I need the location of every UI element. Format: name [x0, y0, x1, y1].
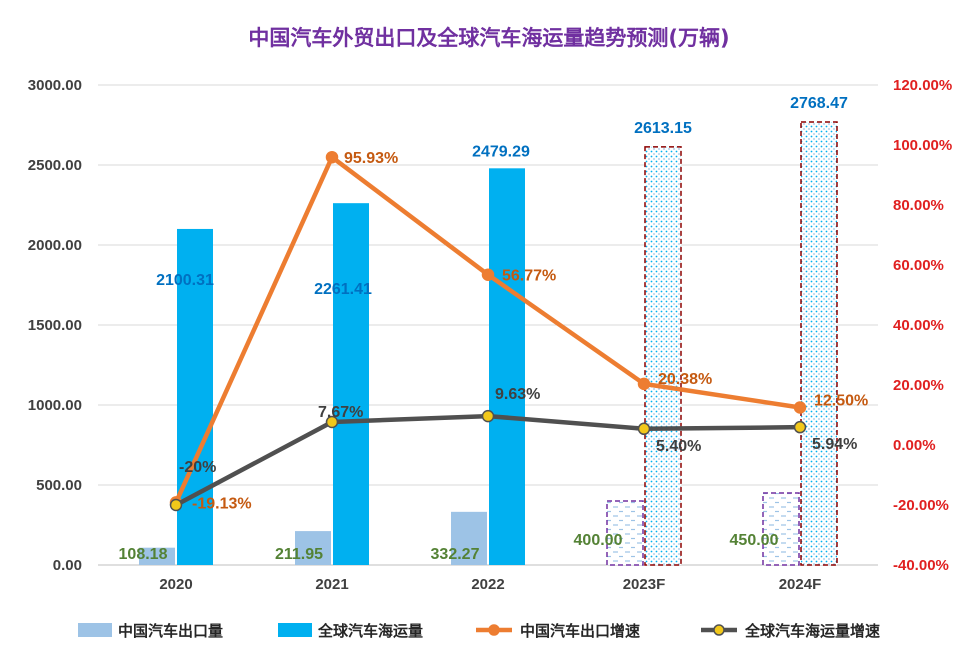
legend-export-volume-swatch [78, 623, 112, 637]
right-axis-ticks: -40.00% -20.00% 0.00% 20.00% 40.00% 60.00% 80.… [893, 77, 952, 574]
category-axis-labels: 2020 2021 2022 2023F 2024F [159, 576, 821, 593]
category-label: 2021 [315, 576, 348, 593]
legend-shipping-growth-marker [713, 624, 725, 636]
shipping-volume-label: 2768.47 [790, 95, 848, 112]
right-axis-tick-label: -40.00% [893, 557, 949, 574]
export-volume-bar [139, 547, 175, 565]
legend-export-growth-marker [488, 624, 500, 636]
legend-shipping-growth: 全球汽车海运量增速 [701, 622, 880, 640]
export-growth-label: 20.38% [658, 371, 712, 388]
export-growth-label: -19.13% [192, 495, 252, 512]
left-axis-tick-label: 1500.00 [28, 317, 82, 334]
legend: 中国汽车出口量 全球汽车海运量 中国汽车出口增速 全球汽车海运量增速 [78, 622, 880, 640]
export-volume-label: 211.95 [275, 546, 323, 563]
shipping-growth-marker [325, 415, 339, 429]
shipping-volume-label: 2100.31 [156, 272, 214, 289]
left-axis-tick-label: 0.00 [53, 557, 82, 574]
export-volume-bar [762, 492, 800, 566]
shipping-growth-label: 7.67% [318, 404, 363, 421]
export-volume-label: 332.27 [431, 546, 480, 563]
left-axis-tick-label: 2000.00 [28, 237, 82, 254]
category-label: 2020 [159, 576, 192, 593]
category-label: 2022 [471, 576, 504, 593]
export-volume-label: 400.00 [574, 532, 623, 549]
right-axis-tick-label: 40.00% [893, 317, 944, 334]
shipping-growth-marker [169, 498, 183, 512]
export-growth-label: 95.93% [344, 150, 398, 167]
export-growth-marker [481, 268, 495, 281]
export-volume-bar [295, 531, 331, 565]
legend-export-growth: 中国汽车出口增速 [476, 622, 640, 640]
export-volume-bar [606, 500, 644, 566]
bars [139, 121, 838, 566]
export-growth-label: 12.50% [814, 393, 868, 410]
left-axis-tick-label: 1000.00 [28, 397, 82, 414]
chart-title: 中国汽车外贸出口及全球汽车海运量趋势预测(万辆) [248, 26, 729, 50]
right-axis-tick-label: 100.00% [893, 137, 952, 154]
export-growth-marker [793, 401, 807, 414]
shipping-volume-bar [800, 121, 838, 566]
category-label: 2024F [779, 576, 822, 593]
right-axis-tick-label: 80.00% [893, 197, 944, 214]
legend-shipping-volume-text: 全球汽车海运量 [317, 622, 423, 640]
gridlines [98, 84, 878, 566]
export-growth-marker [325, 150, 339, 164]
shipping-volume-label: 2261.41 [314, 281, 372, 298]
legend-shipping-volume: 全球汽车海运量 [278, 622, 423, 640]
right-axis-tick-label: 60.00% [893, 257, 944, 274]
left-axis-ticks: 0.00 500.00 1000.00 1500.00 2000.00 2500.00 30… [28, 77, 82, 574]
shipping-growth-line [173, 413, 803, 508]
shipping-volume-bar [333, 203, 369, 566]
right-axis-tick-label: 120.00% [893, 77, 952, 94]
legend-export-volume: 中国汽车出口量 [78, 622, 223, 640]
shipping-volume-bar [177, 228, 213, 566]
right-axis-tick-label: 0.00% [893, 437, 936, 454]
shipping-volume-bar [644, 146, 682, 566]
export-volume-label: 108.18 [119, 546, 168, 563]
shipping-growth-label: 5.40% [656, 438, 701, 455]
export-volume-label: 450.00 [730, 532, 779, 549]
shipping-growth-marker [481, 409, 495, 423]
export-volume-bar [451, 511, 487, 565]
left-axis-tick-label: 500.00 [36, 477, 82, 494]
right-axis-tick-label: -20.00% [893, 497, 949, 514]
shipping-growth-label: 5.94% [812, 436, 857, 453]
shipping-growth-marker [793, 420, 807, 434]
legend-export-growth-text: 中国汽车出口增速 [520, 622, 640, 640]
legend-shipping-volume-swatch [278, 623, 312, 637]
shipping-growth-marker [637, 422, 651, 436]
export-growth-line [173, 154, 803, 505]
right-axis-tick-label: 20.00% [893, 377, 944, 394]
shipping-growth-label: 9.63% [495, 386, 540, 403]
shipping-volume-label: 2613.15 [634, 120, 692, 137]
shipping-growth-label: -20% [179, 459, 216, 476]
data-labels: 108.18 2100.31 211.95 2261.41 332.27 2479.29 4… [119, 95, 869, 563]
category-label: 2023F [623, 576, 666, 593]
legend-shipping-growth-text: 全球汽车海运量增速 [744, 622, 880, 640]
left-axis-tick-label: 3000.00 [28, 77, 82, 94]
export-growth-label: 56.77% [502, 268, 556, 285]
left-axis-tick-label: 2500.00 [28, 157, 82, 174]
shipping-volume-bar [489, 168, 525, 565]
shipping-volume-label: 2479.29 [472, 143, 530, 160]
legend-export-volume-text: 中国汽车出口量 [118, 622, 223, 640]
export-growth-marker [637, 377, 651, 391]
growth-lines [169, 150, 807, 512]
